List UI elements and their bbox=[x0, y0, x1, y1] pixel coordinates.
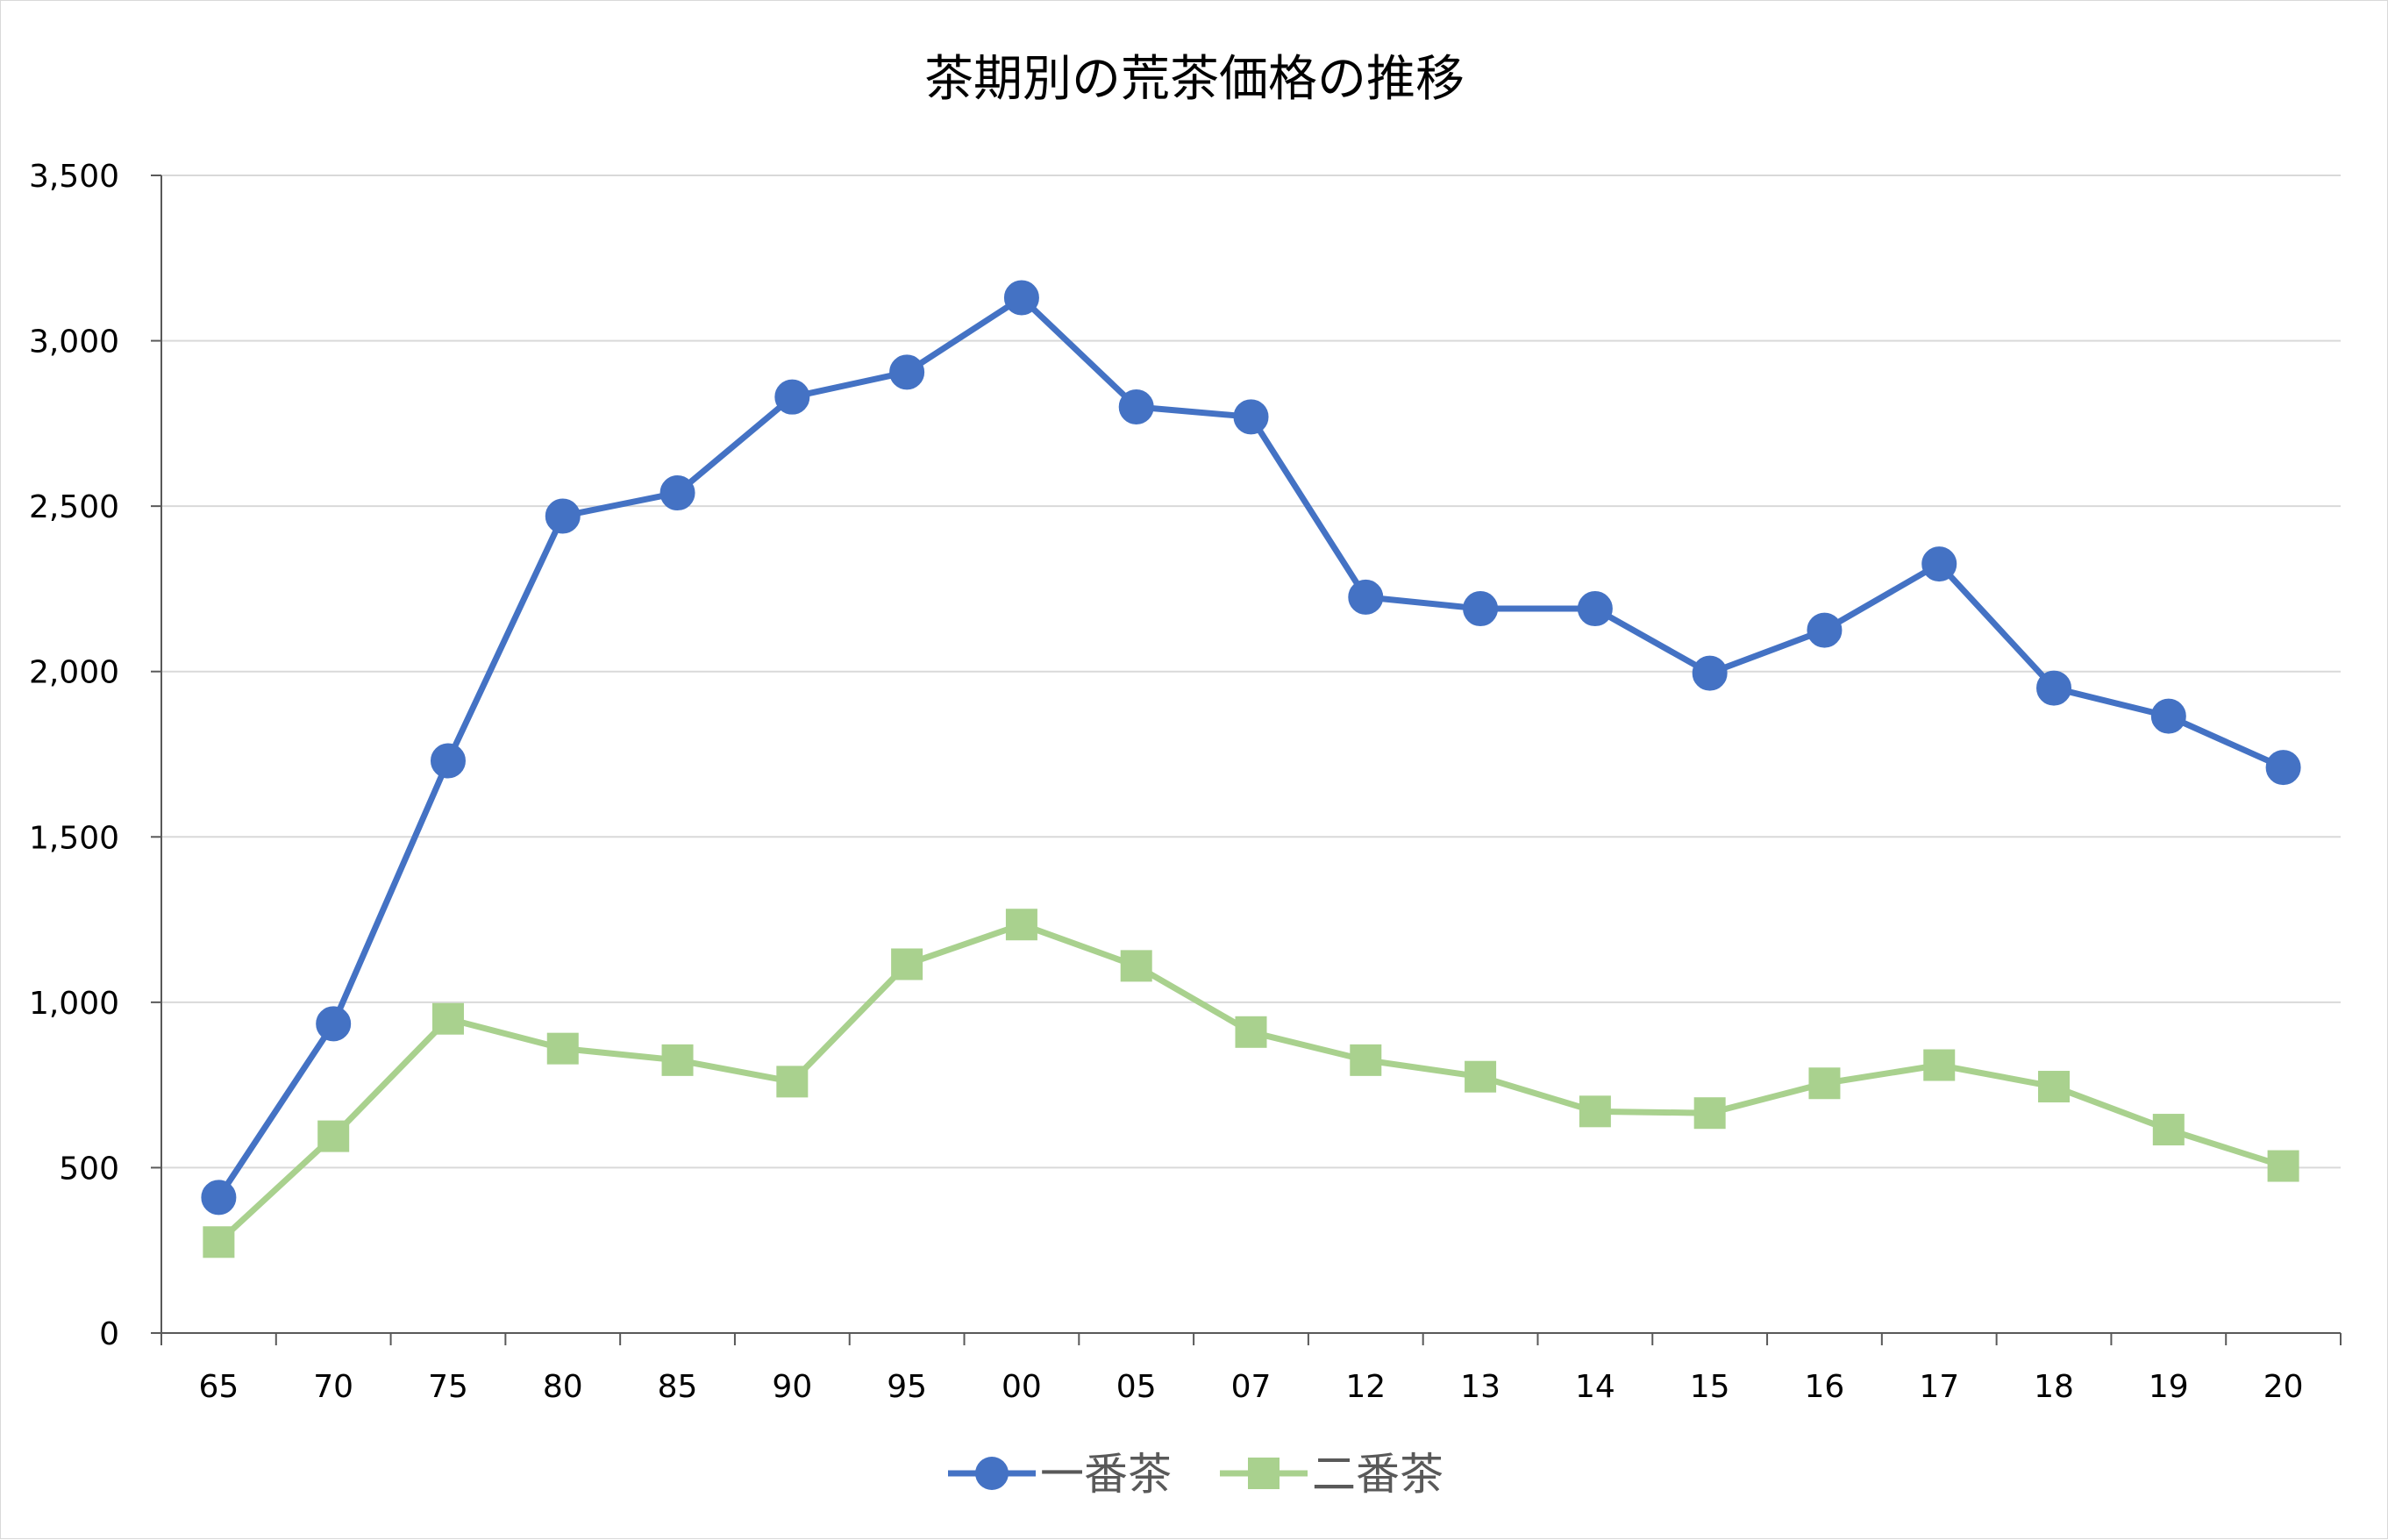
data-point bbox=[1235, 1016, 1267, 1048]
data-point bbox=[1233, 399, 1269, 435]
data-point bbox=[1118, 389, 1154, 424]
data-point bbox=[776, 1066, 809, 1098]
legend: 一番茶 二番茶 bbox=[948, 1449, 1443, 1500]
x-tick-label: 90 bbox=[772, 1369, 812, 1405]
x-tick-label: 75 bbox=[428, 1369, 468, 1405]
legend-label: 二番茶 bbox=[1312, 1449, 1443, 1500]
series-layer bbox=[201, 280, 2301, 1258]
x-tick-label: 14 bbox=[1575, 1369, 1615, 1405]
data-point bbox=[317, 1120, 350, 1152]
data-point bbox=[2265, 750, 2301, 786]
data-point bbox=[546, 1032, 579, 1065]
data-point bbox=[1348, 579, 1384, 615]
data-point bbox=[1003, 280, 1039, 316]
data-point bbox=[1463, 591, 1499, 627]
data-point bbox=[203, 1226, 235, 1258]
data-point bbox=[2150, 698, 2186, 734]
data-point bbox=[2152, 1114, 2185, 1146]
x-tick-label: 70 bbox=[313, 1369, 353, 1405]
data-point bbox=[1808, 1067, 1841, 1100]
data-point bbox=[545, 498, 581, 534]
x-tick-label: 65 bbox=[198, 1369, 239, 1405]
data-point bbox=[1577, 591, 1613, 627]
x-tick-label: 12 bbox=[1345, 1369, 1386, 1405]
data-point bbox=[1692, 655, 1728, 691]
x-tick-label: 20 bbox=[2263, 1369, 2304, 1405]
data-point bbox=[659, 475, 695, 511]
x-tick-label: 00 bbox=[1002, 1369, 1042, 1405]
data-point bbox=[1465, 1060, 1497, 1093]
x-tick-label: 85 bbox=[658, 1369, 698, 1405]
x-tick-label: 13 bbox=[1460, 1369, 1501, 1405]
series-line bbox=[217, 921, 2285, 1244]
data-point bbox=[774, 379, 810, 415]
data-point bbox=[2267, 1150, 2299, 1182]
data-point bbox=[1693, 1097, 1726, 1130]
x-tick-label: 16 bbox=[1805, 1369, 1845, 1405]
y-tick-label: 1,000 bbox=[29, 986, 119, 1022]
data-point bbox=[430, 743, 466, 779]
x-tick-label: 17 bbox=[1919, 1369, 1959, 1405]
data-point bbox=[1579, 1095, 1611, 1128]
data-point bbox=[889, 354, 925, 390]
data-point bbox=[1921, 546, 1957, 582]
data-point bbox=[201, 1180, 237, 1216]
data-point bbox=[1923, 1049, 1956, 1081]
x-tick-label: 95 bbox=[887, 1369, 927, 1405]
legend-label: 一番茶 bbox=[1040, 1449, 1172, 1500]
data-point bbox=[1350, 1044, 1382, 1076]
data-point bbox=[1005, 909, 1037, 941]
data-point bbox=[2038, 1071, 2071, 1103]
data-point bbox=[2036, 670, 2072, 706]
data-point bbox=[1807, 612, 1843, 648]
y-tick-label: 500 bbox=[59, 1151, 119, 1187]
gridlines bbox=[161, 175, 2341, 1169]
data-point bbox=[1120, 950, 1152, 982]
x-tick-label: 05 bbox=[1116, 1369, 1157, 1405]
legend-marker bbox=[1248, 1458, 1280, 1489]
data-point bbox=[661, 1044, 694, 1076]
y-tick-label: 3,500 bbox=[29, 159, 119, 195]
y-tick-label: 3,000 bbox=[29, 324, 119, 360]
data-point bbox=[891, 948, 923, 980]
x-tick-label: 19 bbox=[2149, 1369, 2189, 1405]
x-tick-label: 07 bbox=[1231, 1369, 1272, 1405]
y-tick-label: 2,500 bbox=[29, 489, 119, 525]
x-tick-label: 18 bbox=[2034, 1369, 2074, 1405]
y-tick-label: 2,000 bbox=[29, 655, 119, 691]
chart-title: 茶期別の荒茶価格の推移 bbox=[924, 51, 1465, 108]
y-tick-label: 0 bbox=[99, 1316, 119, 1352]
data-point bbox=[431, 1002, 464, 1035]
legend-marker bbox=[975, 1457, 1009, 1490]
y-tick-label: 1,500 bbox=[29, 820, 119, 856]
x-tick-label: 80 bbox=[543, 1369, 583, 1405]
x-tick-label: 15 bbox=[1690, 1369, 1730, 1405]
data-point bbox=[316, 1006, 352, 1042]
